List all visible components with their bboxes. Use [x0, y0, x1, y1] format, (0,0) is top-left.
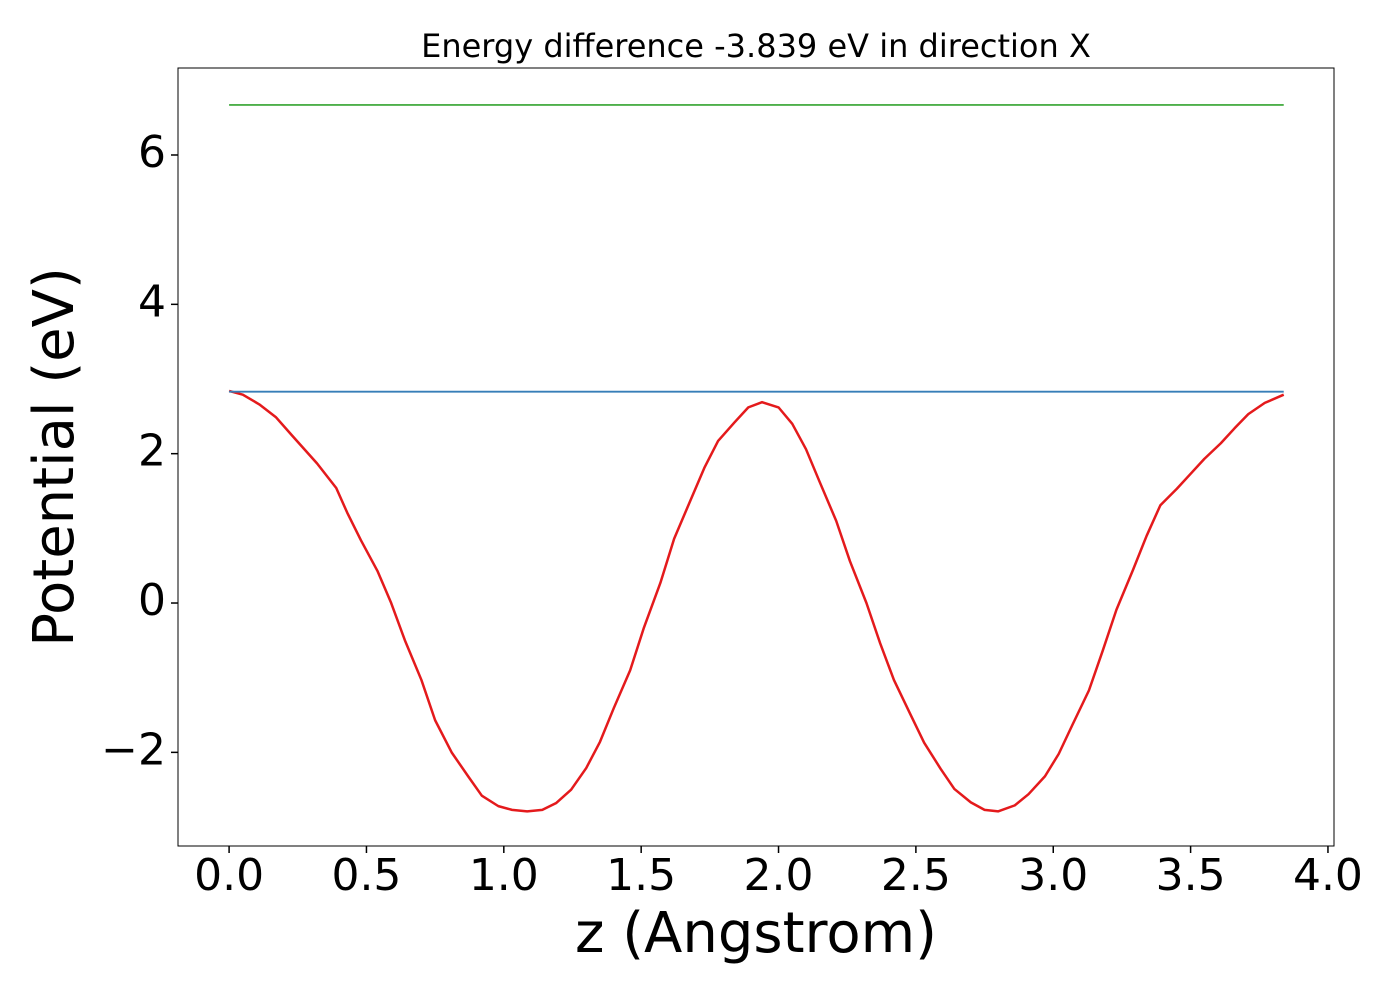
x-tick-label: 0.5: [331, 850, 401, 901]
y-tick-label: 2: [138, 426, 166, 477]
line-series: [228, 389, 1285, 813]
chart-title: Energy difference -3.839 eV in direction…: [421, 27, 1091, 65]
plot-frame: [177, 67, 1335, 847]
y-axis-label: Potential (eV): [22, 267, 87, 647]
x-tick-label: 2.0: [744, 850, 814, 901]
x-tick-label: 0.0: [194, 850, 264, 901]
x-tick-label: 3.5: [1156, 850, 1226, 901]
y-tick-label: 4: [138, 276, 166, 327]
y-tick-label: −2: [101, 724, 166, 775]
x-axis-label: z (Angstrom): [575, 901, 937, 966]
x-tick-label: 3.0: [1018, 850, 1088, 901]
y-tick-label: 0: [138, 575, 166, 626]
x-tick-label: 4.0: [1293, 850, 1363, 901]
x-tick-label: 2.5: [881, 850, 951, 901]
x-tick-label: 1.0: [469, 850, 539, 901]
x-tick-label: 1.5: [606, 850, 676, 901]
y-tick-label: 6: [138, 127, 166, 178]
